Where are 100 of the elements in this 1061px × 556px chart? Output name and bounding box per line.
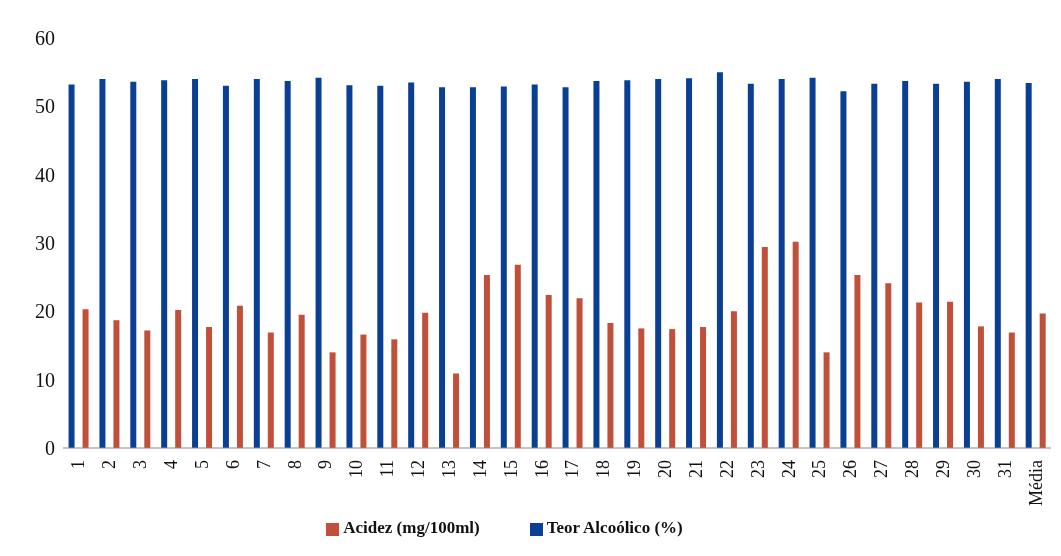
- bar: [222, 85, 229, 448]
- legend-label: Acidez (mg/100ml): [343, 518, 480, 537]
- bar: [192, 79, 199, 448]
- x-tick-label: 31: [994, 460, 1015, 478]
- x-tick-label: 17: [562, 460, 583, 478]
- bar: [1039, 313, 1046, 448]
- x-tick-label: Média: [1025, 459, 1046, 506]
- y-tick-label: 0: [45, 437, 55, 460]
- x-tick-label: 11: [377, 460, 398, 478]
- bar: [253, 79, 260, 448]
- bar: [422, 312, 429, 448]
- bar: [329, 352, 336, 448]
- bar: [761, 247, 768, 448]
- bar: [236, 305, 243, 448]
- bar: [747, 83, 754, 448]
- x-tick-label: 2: [99, 460, 120, 469]
- bar: [823, 352, 830, 448]
- bar: [809, 77, 816, 448]
- bar: [902, 81, 909, 448]
- bar: [1025, 83, 1032, 448]
- x-tick-label: 24: [778, 460, 799, 478]
- x-tick-label: 1: [68, 460, 89, 469]
- bar: [624, 80, 631, 448]
- y-tick-label: 20: [35, 300, 55, 323]
- bar: [593, 81, 600, 448]
- bar: [854, 275, 861, 448]
- bar: [916, 302, 923, 448]
- bar: [439, 87, 446, 448]
- y-tick-label: 10: [35, 368, 55, 391]
- bar: [391, 339, 398, 448]
- bar: [576, 298, 583, 448]
- bar: [977, 326, 984, 448]
- bar: [453, 373, 460, 448]
- x-tick-label: 5: [191, 460, 212, 469]
- bar: [778, 79, 785, 448]
- bar: [607, 322, 614, 448]
- bar: [871, 83, 878, 448]
- bar: [686, 78, 693, 448]
- bar: [885, 283, 892, 448]
- x-tick-label: 29: [932, 460, 953, 478]
- x-tick-label: 22: [716, 460, 737, 478]
- x-tick-label: 7: [253, 460, 274, 469]
- bar: [963, 81, 970, 448]
- bar: [933, 83, 940, 448]
- x-tick-label: 8: [284, 460, 305, 469]
- x-tick-label: 14: [469, 460, 490, 478]
- x-tick-label: 26: [840, 460, 861, 478]
- x-tick-label: 21: [685, 460, 706, 478]
- x-tick-label: 4: [161, 460, 182, 469]
- bar: [68, 84, 75, 448]
- bar: [562, 87, 569, 448]
- x-tick-label: 20: [655, 460, 676, 478]
- bar: [700, 327, 707, 448]
- bar: [792, 241, 799, 448]
- bar: [113, 320, 120, 448]
- bar: [377, 85, 384, 448]
- bar: [545, 294, 552, 448]
- bar: [315, 77, 322, 448]
- bar: [1008, 332, 1015, 448]
- y-tick-label: 50: [35, 95, 55, 118]
- bar: [947, 301, 954, 448]
- x-tick-label: 27: [871, 460, 892, 478]
- bar: [531, 84, 538, 448]
- x-tick-label: 13: [438, 460, 459, 478]
- legend-label: Teor Alcoólico (%): [546, 518, 683, 537]
- bar: [346, 85, 353, 448]
- x-tick-label: 25: [809, 460, 830, 478]
- y-tick-label: 30: [35, 232, 55, 255]
- x-tick-label: 10: [346, 460, 367, 478]
- bar: [408, 82, 415, 448]
- bar: [469, 87, 476, 448]
- y-tick-label: 40: [35, 163, 55, 186]
- bar: [655, 79, 662, 448]
- y-tick-label: 60: [35, 27, 55, 50]
- x-tick-label: 15: [500, 460, 521, 478]
- bar: [284, 81, 291, 448]
- bar: [161, 80, 168, 448]
- x-tick-label: 28: [902, 460, 923, 478]
- bar: [267, 332, 274, 448]
- bar: [144, 330, 151, 448]
- bar: [82, 309, 89, 448]
- bar: [994, 79, 1001, 448]
- bar: [99, 79, 106, 448]
- bar: [130, 81, 137, 448]
- x-tick-label: 18: [593, 460, 614, 478]
- bar: [514, 264, 521, 448]
- x-tick-label: 6: [222, 460, 243, 469]
- x-tick-label: 9: [315, 460, 336, 469]
- x-tick-label: 3: [130, 460, 151, 469]
- bar: [175, 309, 182, 448]
- x-tick-label: 16: [531, 460, 552, 478]
- bar: [206, 327, 213, 448]
- x-tick-label: 19: [624, 460, 645, 478]
- bar: [483, 275, 490, 448]
- bar: [500, 86, 507, 448]
- bar: [298, 314, 305, 448]
- bar: [669, 329, 676, 448]
- x-tick-label: 23: [747, 460, 768, 478]
- bar: [716, 72, 723, 448]
- x-tick-label: 30: [963, 460, 984, 478]
